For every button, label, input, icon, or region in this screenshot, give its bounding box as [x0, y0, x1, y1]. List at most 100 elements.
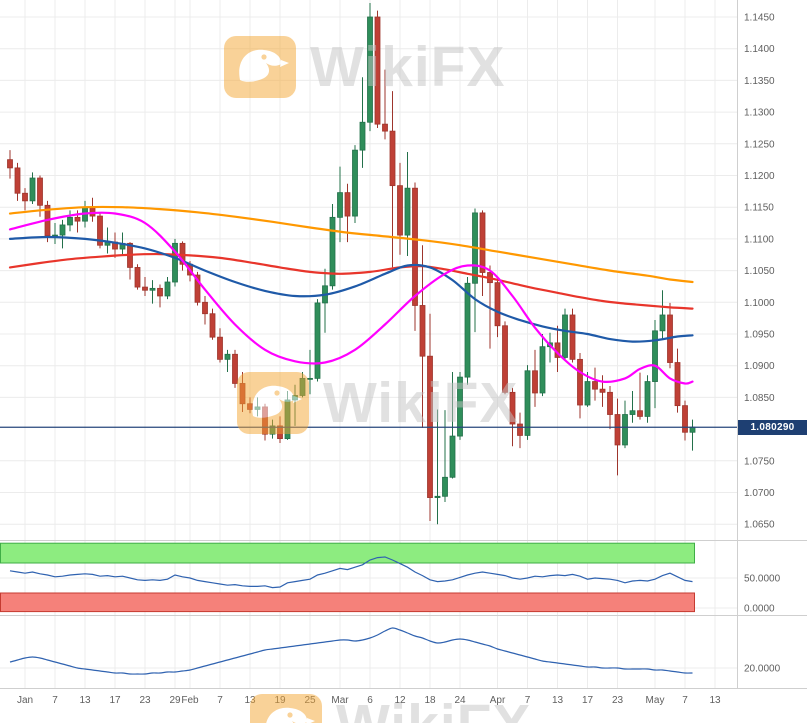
candle-body	[674, 362, 681, 407]
candle-body	[59, 224, 66, 236]
time-axis-label: May	[646, 695, 665, 706]
time-axis-label: 19	[274, 695, 286, 706]
time-axis-label: Feb	[181, 695, 199, 706]
candle-body	[164, 281, 171, 297]
current-price-badge: 1.080290	[738, 420, 807, 435]
candle-body	[232, 353, 238, 384]
candle-body	[89, 206, 96, 217]
candle-body	[22, 192, 28, 202]
candle-body	[532, 370, 538, 394]
candle-body	[622, 414, 628, 446]
candle-body	[217, 336, 223, 360]
time-axis-label: 13	[709, 695, 721, 706]
candle-body	[337, 192, 343, 218]
time-axis-label: 24	[454, 695, 466, 706]
candle-body	[352, 149, 358, 217]
indicator-band	[0, 592, 695, 613]
candle-body	[202, 301, 208, 315]
price-axis-label: 1.1050	[744, 266, 775, 277]
candle-body	[29, 177, 36, 202]
price-axis-label: 1.0900	[744, 361, 775, 372]
trend-axis-label: 20.0000	[744, 664, 781, 675]
candle-body	[382, 123, 388, 132]
time-axis-label: 25	[304, 695, 316, 706]
candle-body	[569, 314, 576, 360]
candle-body	[239, 383, 246, 405]
candle-body	[584, 381, 591, 406]
time-axis-label: 7	[682, 695, 688, 706]
candle-body	[412, 187, 418, 306]
candle-body	[367, 16, 373, 123]
candle-body	[247, 403, 253, 410]
candle-body	[172, 242, 178, 283]
candle-body	[307, 377, 313, 380]
candle-body	[344, 192, 351, 217]
candle-body	[149, 287, 156, 291]
gridlines	[0, 0, 737, 688]
time-axis-label: Apr	[490, 695, 506, 706]
candle-body	[644, 381, 651, 417]
oscillator-line	[9, 556, 693, 589]
oscillator-axis-label: 50.0000	[744, 574, 781, 585]
candle-body	[97, 215, 103, 246]
candle-body	[442, 476, 448, 497]
candle-body	[292, 395, 298, 401]
candle-body	[659, 314, 666, 332]
candle-body	[689, 426, 696, 433]
candle-body	[509, 391, 516, 425]
candle-body	[254, 406, 261, 410]
candle-body	[374, 16, 381, 125]
price-axis-label: 1.1350	[744, 76, 775, 87]
trend-indicator-line	[9, 627, 693, 675]
ma-line-orange	[8, 205, 694, 284]
candle-body	[524, 370, 531, 436]
time-axis-label: Jan	[17, 695, 33, 706]
candle-body	[502, 325, 508, 393]
candle-body	[157, 287, 163, 297]
candle-body	[682, 405, 688, 433]
price-axis-label: 1.1250	[744, 139, 775, 150]
candle-body	[494, 282, 501, 327]
candle-body	[314, 302, 321, 379]
price-axis-label: 1.0700	[744, 488, 775, 499]
time-axis-label: 17	[582, 695, 594, 706]
ma-line-magenta	[8, 211, 694, 385]
candle-body	[599, 388, 606, 393]
time-axis-label: 29	[169, 695, 181, 706]
time-axis-label: 7	[217, 695, 223, 706]
time-axis-label: 12	[394, 695, 406, 706]
candle-body	[464, 282, 471, 378]
candle-body	[652, 330, 658, 382]
candle-body	[224, 353, 231, 360]
oscillator-axis-label: 0.0000	[744, 604, 775, 615]
price-axis-label: 1.1150	[744, 203, 774, 214]
candle-body	[517, 423, 523, 436]
time-axis-label: 13	[79, 695, 91, 706]
candle-body	[134, 267, 141, 288]
time-axis-label: 13	[244, 695, 256, 706]
candle-body	[299, 377, 306, 396]
candle-body	[637, 410, 643, 417]
candle-body	[142, 286, 148, 291]
candles	[7, 3, 696, 525]
time-axis-label: 23	[612, 695, 624, 706]
price-axis-label: 1.1200	[744, 171, 775, 182]
candle-body	[52, 234, 58, 237]
candle-body	[14, 167, 21, 194]
candle-body	[449, 435, 456, 478]
time-axis-label: 23	[139, 695, 151, 706]
candle-body	[562, 314, 568, 358]
candle-body	[209, 313, 216, 338]
time-axis-label: 6	[367, 695, 373, 706]
candle-body	[629, 410, 636, 415]
oscillator-bands	[0, 542, 695, 613]
candle-body	[37, 177, 43, 206]
candle-body	[419, 305, 426, 357]
candle-body	[7, 159, 13, 169]
candle-body	[607, 391, 613, 415]
candle-body	[592, 381, 598, 390]
candle-body	[67, 216, 73, 226]
candle-body	[614, 414, 621, 446]
